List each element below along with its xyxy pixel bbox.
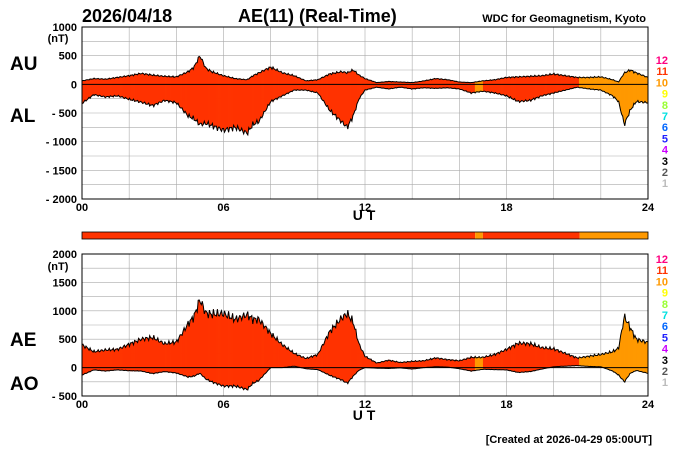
legend-level-10: 10 (656, 276, 668, 288)
ae-series-line (81, 299, 649, 364)
y-tick-label: 1500 (53, 277, 77, 289)
legend-level-6: 6 (662, 321, 668, 333)
station-count-bar (81, 231, 649, 240)
x-tick-label: 18 (500, 399, 512, 411)
legend-level-4: 4 (662, 145, 669, 157)
au-al-y-ticks: 1000 500 0 - 500 - 1000 - 1500 - 2000 (46, 22, 77, 206)
ae-label: AE (10, 330, 36, 351)
y-tick-label: - 1500 (46, 165, 77, 177)
au-series-line (81, 55, 649, 84)
legend-level-6: 6 (662, 122, 668, 134)
legend-level-11: 11 (656, 66, 668, 78)
station-bar-segment (579, 232, 648, 239)
legend-level-3: 3 (662, 156, 668, 168)
au-al-x-label: U T (353, 207, 376, 223)
station-bar-segment (475, 232, 483, 239)
x-tick-label: 24 (642, 399, 655, 411)
legend-level-12: 12 (656, 254, 668, 266)
x-tick-label: 18 (500, 202, 512, 214)
y-tick-label: 1000 (53, 22, 77, 34)
au-al-x-ticks: 00 06 12 18 24 (76, 202, 655, 214)
y-tick-label: - 500 (52, 108, 77, 120)
legend-level-10: 10 (656, 77, 668, 89)
au-al-unit-label: (nT) (48, 33, 69, 45)
x-tick-label: 24 (642, 202, 655, 214)
au-label: AU (10, 54, 37, 75)
legend-level-3: 3 (662, 355, 668, 367)
y-tick-label: - 2000 (46, 194, 77, 206)
y-tick-label: 0 (71, 363, 77, 375)
x-tick-label: 06 (217, 202, 229, 214)
y-tick-label: 1000 (53, 306, 77, 318)
x-tick-label: 12 (359, 202, 371, 214)
created-timestamp: [Created at 2026-04-29 05:00UT] (486, 434, 653, 446)
x-tick-label: 06 (217, 399, 229, 411)
legend-level-4: 4 (662, 344, 669, 356)
ae-ao-frame (81, 253, 649, 397)
legend-level-8: 8 (662, 100, 668, 112)
y-tick-label: - 1000 (46, 137, 77, 149)
x-tick-label: 00 (76, 399, 88, 411)
ae-ao-y-ticks: 2000 1500 1000 500 0 - 500 (52, 249, 77, 403)
x-tick-label: 00 (76, 202, 88, 214)
legend-level-9: 9 (662, 288, 668, 300)
legend-level-2: 2 (662, 167, 668, 179)
y-tick-label: 0 (71, 79, 77, 91)
al-label: AL (10, 106, 36, 127)
organization-label: WDC for Geomagnetism, Kyoto (482, 13, 646, 25)
chart-title: AE(11) (Real-Time) (238, 6, 397, 26)
legend-level-9: 9 (662, 89, 668, 101)
legend-level-12: 12 (656, 55, 668, 67)
ae-ao-x-label: U T (353, 407, 376, 423)
legend-level-8: 8 (662, 299, 668, 311)
station-bar-segment (482, 232, 580, 239)
station-bar-frame (81, 231, 649, 240)
au-al-frame (81, 26, 649, 200)
au-al-gridlines (81, 26, 649, 200)
legend-level-7: 7 (662, 111, 668, 123)
y-tick-label: 2000 (53, 249, 77, 261)
legend-level-2: 2 (662, 366, 668, 378)
al-series-line (82, 86, 649, 137)
y-tick-label: 500 (59, 334, 77, 346)
ae-ao-unit-label: (nT) (48, 261, 69, 273)
legend-level-5: 5 (662, 133, 668, 145)
ae-ao-x-ticks: 00 06 12 18 24 (76, 399, 655, 411)
station-bar-segment (82, 232, 476, 239)
x-tick-label: 12 (359, 399, 371, 411)
ao-label: AO (10, 374, 39, 395)
legend-level-5: 5 (662, 332, 668, 344)
y-tick-label: - 500 (52, 391, 77, 403)
legend-level-7: 7 (662, 310, 668, 322)
date-title: 2026/04/18 (82, 6, 172, 26)
legend-level-1: 1 (662, 178, 668, 190)
legend-level-1: 1 (662, 377, 668, 389)
y-tick-label: 500 (59, 51, 77, 63)
legend-level-11: 11 (656, 265, 668, 277)
ae-ao-gridlines (81, 253, 649, 397)
